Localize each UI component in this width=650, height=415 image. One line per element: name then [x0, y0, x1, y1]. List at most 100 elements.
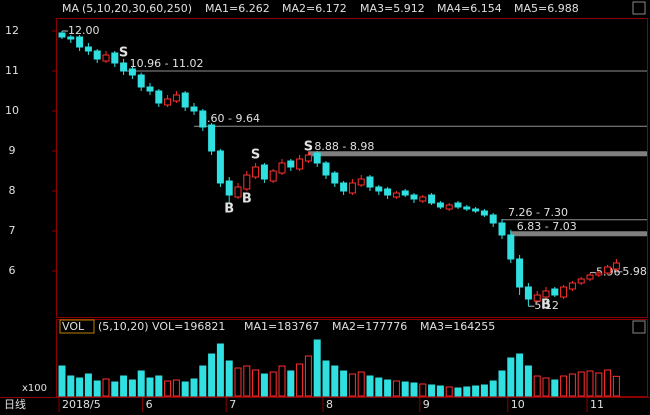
signal: S: [304, 140, 313, 155]
volume-bar: [375, 377, 383, 397]
candle-body: [243, 174, 251, 190]
x-tick-label: 2018/5: [62, 398, 101, 411]
ma-value: MA1=6.262: [205, 2, 270, 15]
volume-bar: [243, 365, 251, 397]
volume-bar: [533, 375, 541, 397]
volume-bar: [560, 375, 568, 397]
candle-body: [586, 274, 594, 280]
candle-body: [102, 54, 110, 62]
candle-body: [155, 90, 163, 104]
volume-bar: [472, 385, 480, 397]
volume-bar: [164, 380, 172, 397]
candle-body: [137, 74, 145, 88]
volume-bar: [428, 384, 436, 397]
candle-body: [357, 178, 365, 186]
signal: B: [224, 202, 234, 217]
candle-body: [577, 278, 585, 284]
volume-bar: [401, 381, 409, 397]
volume-bar: [269, 371, 277, 397]
price-annotation: 7.26 - 7.30: [508, 206, 568, 219]
candle-body: [480, 210, 488, 216]
candle-body: [551, 288, 559, 296]
volume-bar: [498, 370, 506, 397]
volume-bar: [357, 371, 365, 397]
volume-bar: [146, 377, 154, 397]
y-tick-label: 10: [5, 104, 19, 117]
volume-bar: [76, 377, 84, 397]
candle-body: [375, 186, 383, 192]
candle-body: [542, 290, 550, 298]
y-tick-label: 11: [5, 64, 19, 77]
candle-body: [128, 68, 136, 76]
volume-bar: [586, 370, 594, 397]
volume-bar: [445, 386, 453, 397]
vol-settings-button[interactable]: [632, 320, 646, 334]
volume-bar: [155, 375, 163, 397]
price-panel: [56, 18, 648, 318]
signal: B: [242, 192, 252, 207]
volume-bar: [137, 370, 145, 397]
volume-bar: [340, 370, 348, 397]
candle-body: [67, 36, 75, 40]
candle-body: [410, 194, 418, 200]
y-tick-label: 7: [9, 224, 16, 237]
x-tick-label: 8: [326, 398, 333, 411]
vol-label: VOL: [62, 320, 85, 333]
volume-bar: [216, 343, 224, 397]
volume-bar: [208, 353, 216, 397]
candle-body: [234, 186, 242, 198]
x-tick-label: 7: [229, 398, 236, 411]
candle-body: [436, 202, 444, 208]
candle-body: [331, 172, 339, 184]
price-annotation: 10.96 - 11.02: [130, 57, 204, 70]
candle-body: [366, 176, 374, 188]
volume-bar: [612, 375, 620, 397]
volume-bar: [102, 378, 110, 397]
candle-body: [146, 86, 154, 92]
price-annotation: 9.60 - 9.64: [200, 112, 260, 125]
volume-bar: [190, 378, 198, 397]
volume-bar: [595, 372, 603, 397]
candle-body: [419, 196, 427, 202]
candle-body: [93, 50, 101, 60]
volume-bar: [313, 339, 321, 397]
volume-bar: [568, 373, 576, 397]
candle-body: [401, 190, 409, 196]
candle-body: [384, 188, 392, 196]
volume-bar: [436, 385, 444, 397]
ma-label: MA: [62, 2, 79, 15]
candle-body: [296, 158, 304, 170]
x-tick-label: 10: [511, 398, 525, 411]
y-tick-label: 12: [5, 24, 19, 37]
candle-body: [278, 162, 286, 174]
settings-button[interactable]: [632, 1, 646, 15]
volume-bar: [234, 367, 242, 397]
candle-body: [58, 32, 66, 38]
volume-bar: [489, 380, 497, 397]
volume-bar: [225, 360, 233, 397]
candle-body: [454, 202, 462, 208]
candle-body: [516, 258, 524, 288]
vol-selector[interactable]: [59, 319, 95, 334]
volume-bar: [67, 375, 75, 397]
volume-bar: [278, 365, 286, 397]
volume-bar: [252, 369, 260, 397]
price-annotation: 8.88 - 8.98: [314, 140, 374, 153]
candle-body: [304, 154, 312, 162]
volume-bar: [507, 357, 515, 397]
candle-body: [216, 150, 224, 184]
candle-body: [498, 222, 506, 236]
volume-bar: [128, 379, 136, 397]
ma-params: (5,10,20,30,60,250): [82, 2, 192, 15]
volume-bar: [199, 365, 207, 397]
volume-bar: [287, 370, 295, 397]
candle-body: [507, 234, 515, 260]
candle-body: [595, 272, 603, 276]
volume-bar: [58, 365, 66, 397]
volume-bar: [111, 381, 119, 397]
signal: B: [541, 298, 551, 313]
vol-params: (5,10,20): [98, 320, 149, 333]
x-tick-label: 9: [423, 398, 430, 411]
